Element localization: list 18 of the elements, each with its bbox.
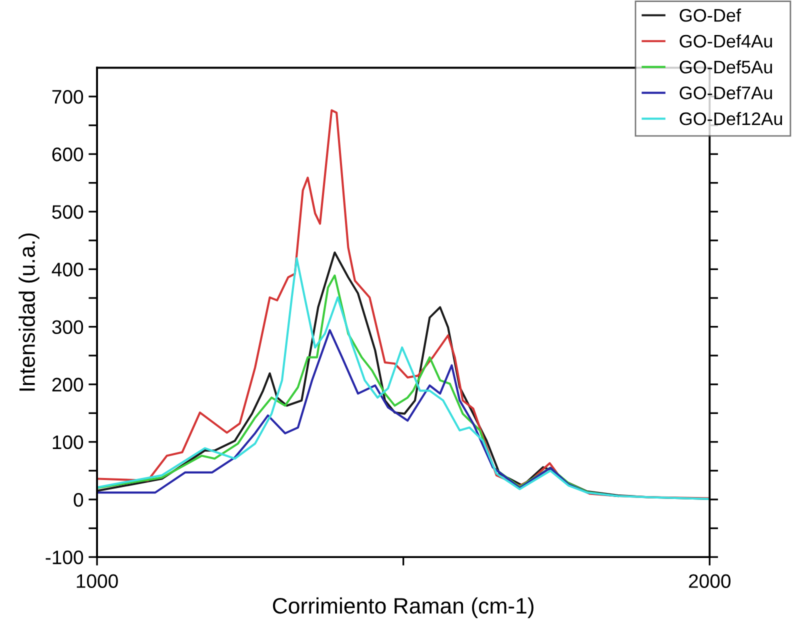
legend-label: GO-Def4Au [680,34,772,48]
y-tick-label: 0 [74,492,84,507]
legend-label: GO-Def5Au [680,60,772,74]
legend-label: GO-Def [680,8,742,22]
y-tick-label: 500 [52,205,84,219]
y-tick-label: -100 [46,550,84,564]
y-tick-label: 400 [52,262,84,276]
y-tick-label: 200 [52,378,84,392]
legend-label: GO-Def12Au [680,112,782,126]
legend-label: GO-Def7Au [680,86,772,100]
y-axis-title: Intensidad (u.a.) [18,233,40,391]
x-tick-label: 1000 [76,574,118,588]
y-tick-label: 700 [52,90,84,104]
x-tick-label: 2000 [688,574,730,588]
x-axis-title: Corrimiento Raman (cm-1) [272,597,534,618]
y-tick-label: 100 [52,435,84,450]
y-tick-label: 300 [52,320,84,334]
y-tick-label: 600 [52,148,84,162]
